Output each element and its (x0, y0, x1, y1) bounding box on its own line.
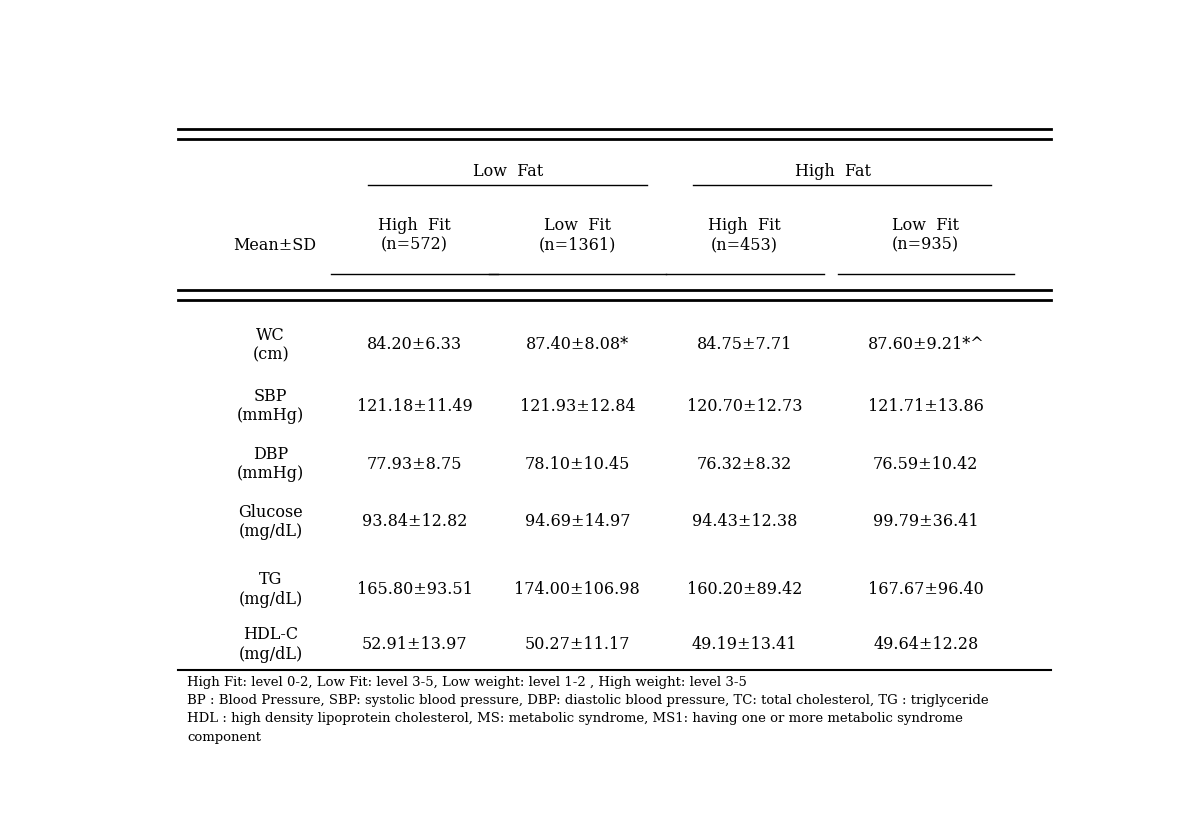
Text: 160.20±89.42: 160.20±89.42 (687, 581, 802, 598)
Text: Low  Fit
(n=1361): Low Fit (n=1361) (538, 217, 616, 254)
Text: High  Fit
(n=572): High Fit (n=572) (379, 217, 451, 254)
Text: 94.69±14.97: 94.69±14.97 (525, 513, 629, 531)
Text: 49.64±12.28: 49.64±12.28 (873, 635, 978, 653)
Text: 84.20±6.33: 84.20±6.33 (367, 336, 463, 354)
Text: WC
(cm): WC (cm) (252, 327, 289, 363)
Text: High Fit: level 0-2, Low Fit: level 3-5, Low weight: level 1-2 , High weight: le: High Fit: level 0-2, Low Fit: level 3-5,… (187, 676, 747, 690)
Text: Mean±SD: Mean±SD (234, 237, 317, 253)
Text: 87.40±8.08*: 87.40±8.08* (525, 336, 629, 354)
Text: 78.10±10.45: 78.10±10.45 (525, 456, 629, 472)
Text: 121.93±12.84: 121.93±12.84 (519, 398, 635, 415)
Text: 121.71±13.86: 121.71±13.86 (868, 398, 983, 415)
Text: 165.80±93.51: 165.80±93.51 (357, 581, 472, 598)
Text: 93.84±12.82: 93.84±12.82 (362, 513, 468, 531)
Text: 50.27±11.17: 50.27±11.17 (525, 635, 629, 653)
Text: Glucose
(mg/dL): Glucose (mg/dL) (239, 503, 303, 540)
Text: 87.60±9.21*^: 87.60±9.21*^ (867, 336, 984, 354)
Text: 94.43±12.38: 94.43±12.38 (692, 513, 797, 531)
Text: High  Fit
(n=453): High Fit (n=453) (709, 217, 781, 254)
Text: Low  Fat: Low Fat (472, 163, 543, 180)
Text: 174.00±106.98: 174.00±106.98 (514, 581, 640, 598)
Text: SBP
(mmHg): SBP (mmHg) (237, 388, 305, 425)
Text: 52.91±13.97: 52.91±13.97 (362, 635, 468, 653)
Text: 76.59±10.42: 76.59±10.42 (873, 456, 978, 472)
Text: component: component (187, 731, 261, 743)
Text: 84.75±7.71: 84.75±7.71 (697, 336, 793, 354)
Text: TG
(mg/dL): TG (mg/dL) (239, 571, 303, 608)
Text: 99.79±36.41: 99.79±36.41 (873, 513, 978, 531)
Text: 77.93±8.75: 77.93±8.75 (367, 456, 463, 472)
Text: 76.32±8.32: 76.32±8.32 (697, 456, 793, 472)
Text: DBP
(mmHg): DBP (mmHg) (237, 446, 305, 482)
Text: High  Fat: High Fat (795, 163, 870, 180)
Text: 167.67±96.40: 167.67±96.40 (868, 581, 983, 598)
Text: BP : Blood Pressure, SBP: systolic blood pressure, DBP: diastolic blood pressure: BP : Blood Pressure, SBP: systolic blood… (187, 695, 989, 707)
Text: HDL-C
(mg/dL): HDL-C (mg/dL) (239, 626, 303, 663)
Text: HDL : high density lipoprotein cholesterol, MS: metabolic syndrome, MS1: having : HDL : high density lipoprotein cholester… (187, 712, 963, 726)
Text: 120.70±12.73: 120.70±12.73 (687, 398, 802, 415)
Text: 121.18±11.49: 121.18±11.49 (357, 398, 472, 415)
Text: 49.19±13.41: 49.19±13.41 (692, 635, 797, 653)
Text: Low  Fit
(n=935): Low Fit (n=935) (892, 217, 959, 254)
